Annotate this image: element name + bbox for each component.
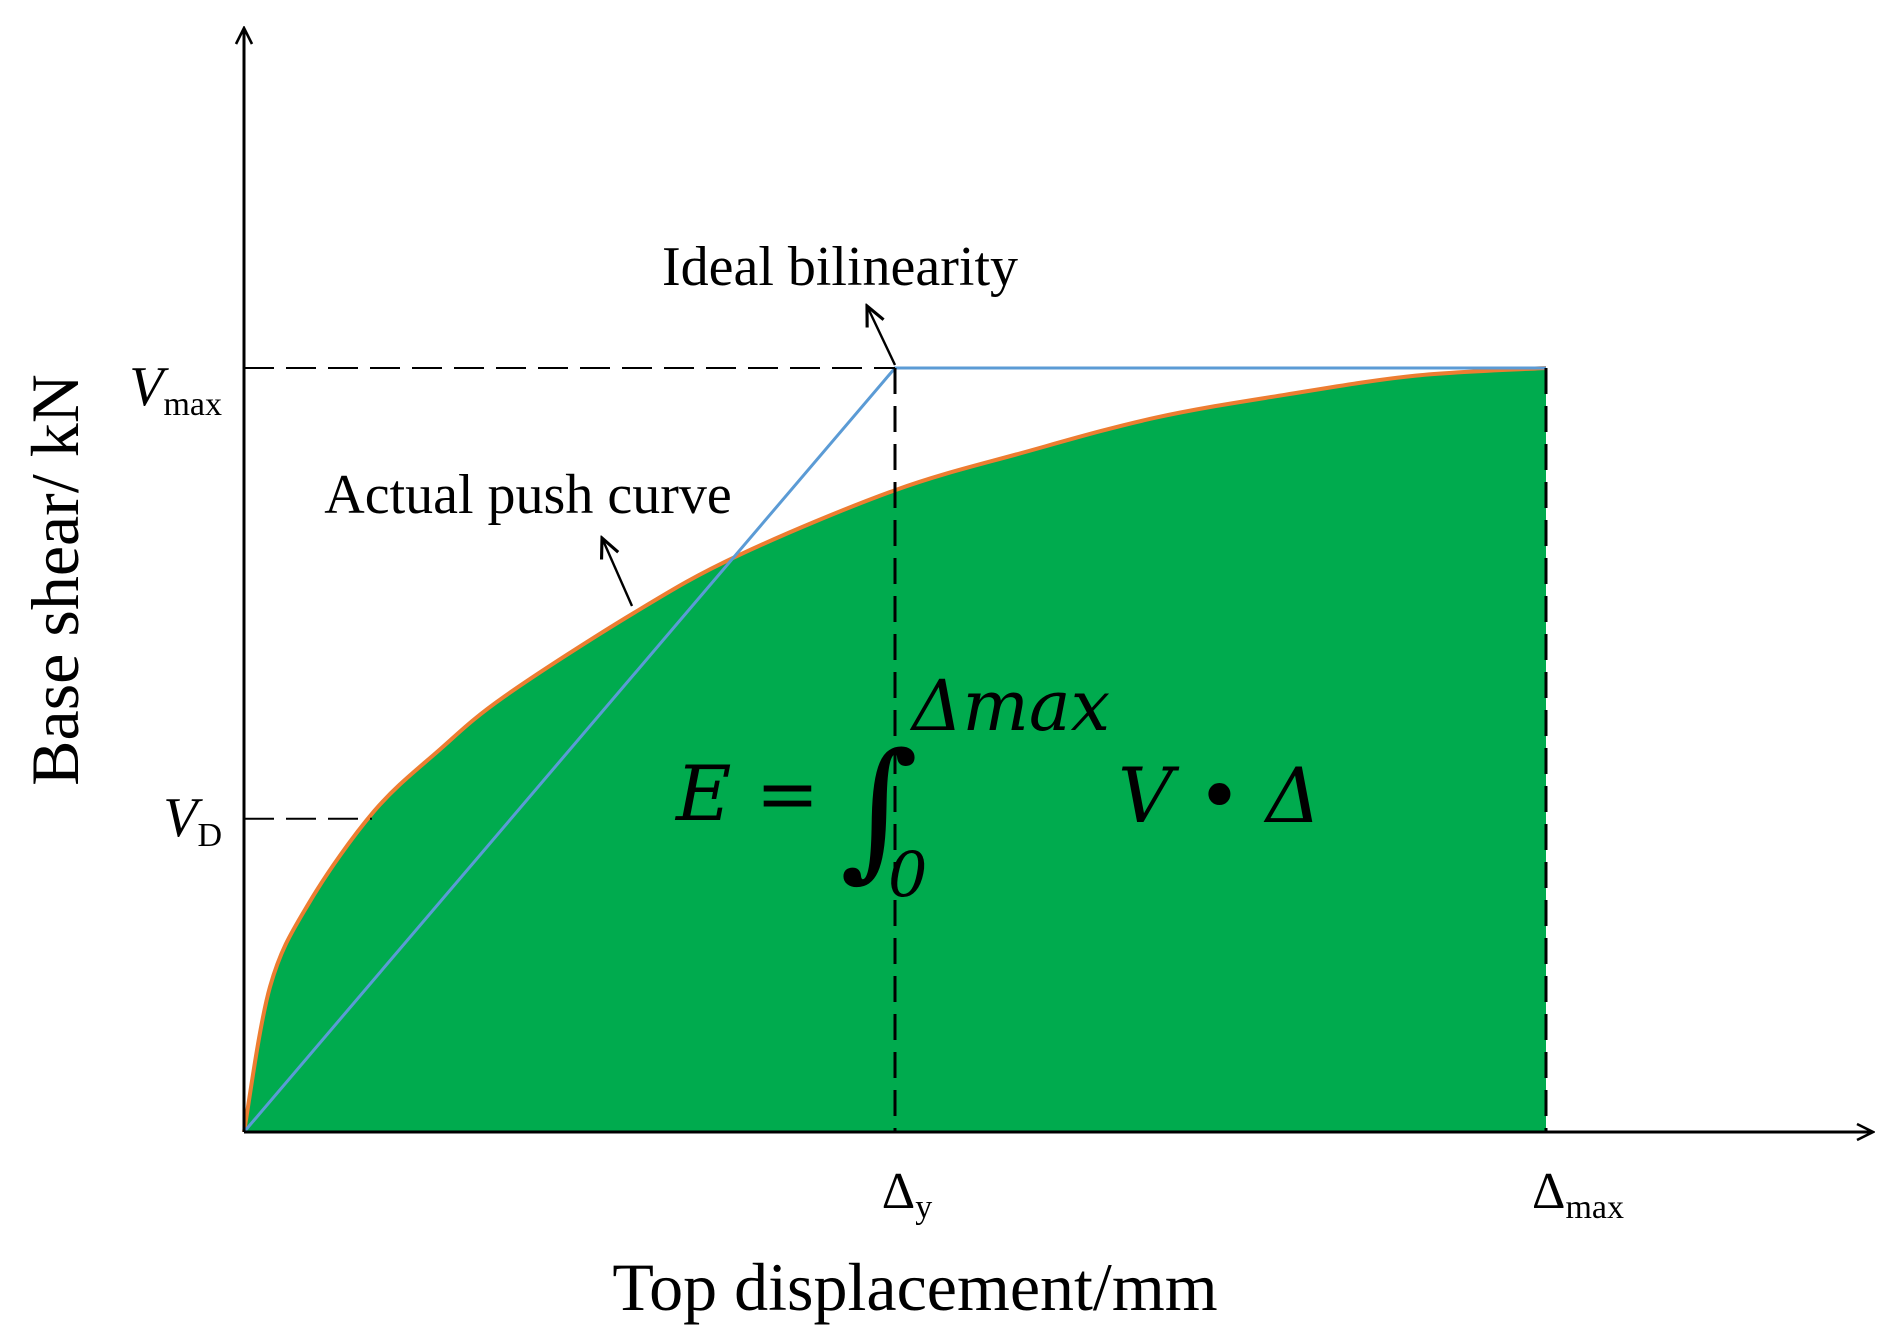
formula-integrand: V • Δ	[1118, 751, 1321, 840]
x-tick-delta-max: Δmax	[1532, 1163, 1624, 1226]
ideal-bilinearity-label: Ideal bilinearity	[662, 236, 1018, 298]
formula-lhs: E =	[674, 749, 819, 838]
formula-integral: ∫	[840, 722, 918, 896]
actual-push-curve-label: Actual push curve	[324, 464, 731, 526]
x-tick-delta-y: Δy	[882, 1163, 932, 1226]
ideal-bilinearity-arrow	[867, 306, 897, 366]
formula-upper-limit: Δmax	[909, 665, 1110, 747]
y-tick-vd: VD	[163, 787, 222, 854]
actual-push-curve-arrow	[602, 538, 634, 607]
x-axis-title: Top displacement/mm	[612, 1249, 1217, 1325]
formula-lower-limit: 0	[888, 838, 927, 911]
y-tick-vmax: Vmax	[129, 356, 222, 423]
y-axis-title: Base shear/ kN	[17, 374, 93, 786]
actual-push-curve-line	[242, 366, 1547, 1133]
